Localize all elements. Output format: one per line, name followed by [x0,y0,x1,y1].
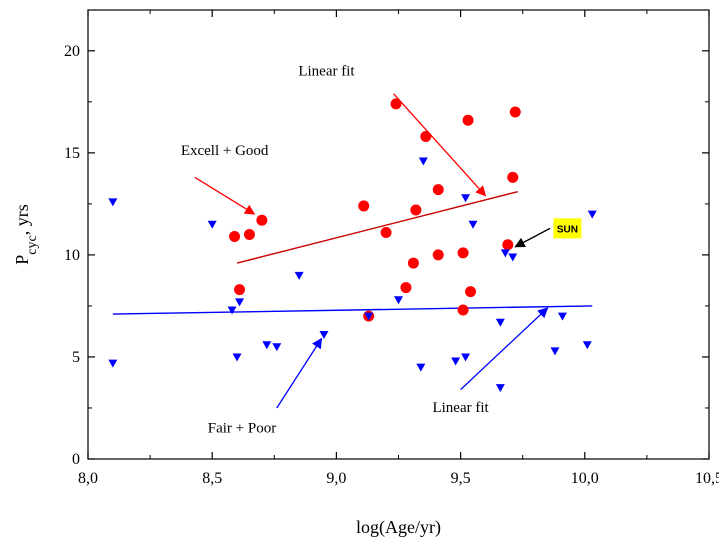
annotation-arrow [276,337,323,409]
circle-point [420,131,432,143]
x-tick-label: 8,5 [202,470,222,487]
data-points [108,98,597,393]
triangle-point [587,210,597,219]
circle-point [432,184,444,196]
circle-point [462,114,474,126]
triangle-point [495,318,505,327]
circle-point [410,204,422,216]
axis-ticks: 8,0 8,5 9,0 9,5 10,0 10,5 0 5 10 15 20 [64,10,719,487]
annotation-label: Fair + Poor [208,420,276,436]
triangle-point [207,220,217,229]
circle-point [256,214,268,226]
triangle-point [108,359,118,368]
triangle-point [235,298,245,307]
triangle-point [495,384,505,393]
annotation-label: Linear fit [432,400,489,416]
triangle-point [394,296,403,305]
triangle-point [262,341,272,350]
annotation-arrow [393,93,487,197]
circle-point [457,247,469,259]
sun-arrow [514,227,551,248]
circle-point [507,171,519,183]
circle-point [457,304,469,316]
y-tick-label: 15 [64,145,80,162]
circle-point [234,284,246,296]
y-axis-title: Pcyc, yrs [12,204,40,264]
plot-frame [87,9,710,460]
linear-fit-line [112,305,593,315]
triangle-point [461,194,471,203]
triangle-point [294,271,304,280]
x-tick-label: 10,0 [571,470,599,487]
annotations: Linear fit Excell + Good Fair + Poor Linear… [181,63,582,436]
triangle-point [272,343,282,352]
y-axis-title-rest: , yrs [12,204,32,235]
circle-point [243,229,255,240]
triangle-point [108,198,118,207]
circle-point [400,282,412,294]
circle-point [390,98,402,110]
x-tick-label: 10,5 [695,470,719,487]
plot-border [87,9,710,460]
triangle-point [461,353,471,362]
sun-label: SUN [557,224,578,235]
x-tick-label: 9,5 [451,470,471,487]
triangle-point [550,347,560,356]
x-axis-title: log(Age/yr) [356,517,441,538]
triangle-point [227,306,237,315]
x-tick-label: 9,0 [326,470,346,487]
circle-point [432,249,444,261]
triangle-point [582,341,592,350]
sun-highlight [553,218,582,239]
circle-point [502,239,514,251]
triangle-point [468,220,478,229]
triangle-point [508,253,518,262]
triangle-point [416,363,426,372]
triangle-point [451,357,461,366]
y-axis-title-sub: cyc [25,235,40,254]
triangle-point [232,353,242,362]
annotation-label: Linear fit [298,63,355,79]
x-tick-label: 8,0 [78,470,98,487]
triangle-point [319,331,329,340]
circle-point [380,226,392,238]
circle-point [358,200,370,212]
linear-fit-line [236,190,518,264]
circle-point [229,231,241,243]
annotation-arrow [194,176,256,215]
annotation-label: Excell + Good [181,143,269,159]
circle-point [509,106,521,118]
y-tick-label: 10 [64,247,80,264]
circle-point [465,286,477,298]
annotation-arrow [460,307,549,391]
triangle-point [500,249,510,258]
circle-point [407,257,419,269]
triangle-point [557,312,567,321]
y-axis-title-main: P [12,255,32,265]
triangle-point [418,157,428,166]
y-tick-label: 5 [72,349,80,366]
triangle-point [364,312,374,321]
y-tick-label: 20 [64,43,80,60]
y-tick-label: 0 [72,451,80,468]
fit-lines [112,190,593,315]
